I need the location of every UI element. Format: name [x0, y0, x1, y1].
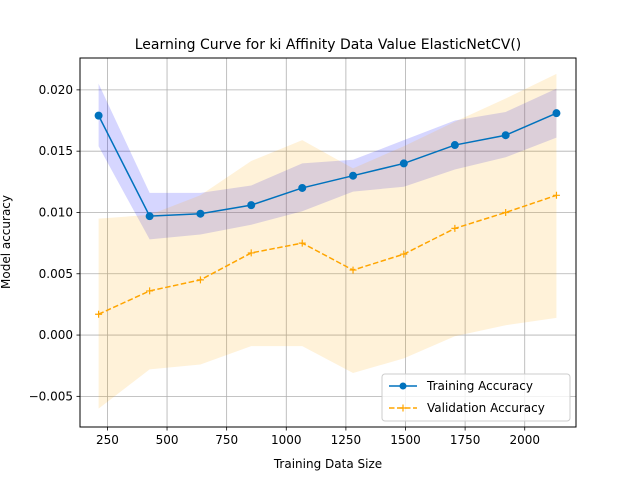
legend-label-training-accuracy: Training Accuracy	[426, 379, 533, 393]
legend-marker-validation-accuracy	[399, 404, 407, 412]
confidence-bands	[98, 73, 557, 409]
validation-accuracy-line	[98, 194, 557, 315]
x-axis-label: Training Data Size	[273, 457, 382, 471]
validation-accuracy-point	[146, 287, 154, 295]
training-accuracy-line	[97, 112, 557, 217]
y-tick-label: 0.000	[39, 328, 73, 342]
series-lines	[97, 112, 557, 315]
chart-title: Learning Curve for ki Affinity Data Valu…	[135, 37, 522, 53]
legend-marker-training-accuracy	[399, 382, 407, 390]
y-tick-label: −0.005	[29, 389, 73, 403]
legend-box	[381, 373, 571, 422]
y-tick-label: 0.010	[39, 205, 73, 219]
legend: Training Accuracy Validation Accuracy	[381, 373, 571, 422]
validation-accuracy-point	[552, 191, 560, 199]
series-markers	[94, 109, 561, 318]
validation-accuracy-point	[95, 310, 103, 318]
training-accuracy-point	[501, 131, 510, 140]
y-tick-label: 0.015	[39, 144, 73, 158]
validation-accuracy-point	[502, 208, 510, 216]
x-tick-label: 750	[215, 433, 238, 447]
x-tick-label: 250	[96, 433, 119, 447]
validation-accuracy-point	[196, 276, 204, 284]
y-tick-label: 0.020	[39, 83, 73, 97]
x-tick-label: 500	[156, 433, 179, 447]
y-tick-label: 0.005	[39, 267, 73, 281]
plot-area-frame	[79, 57, 577, 428]
training-accuracy-point	[196, 209, 205, 218]
training-accuracy-point	[145, 212, 154, 221]
x-tick-label: 1000	[271, 433, 302, 447]
legend-label-validation-accuracy: Validation Accuracy	[427, 401, 545, 415]
y-axis-ticks: −0.005 0.000 0.005 0.010 0.015 0.020	[29, 83, 80, 403]
x-tick-label: 2000	[509, 433, 540, 447]
validation-accuracy-band	[98, 73, 557, 409]
validation-accuracy-point	[247, 249, 255, 257]
training-accuracy-point	[298, 183, 307, 192]
validation-accuracy-point	[400, 250, 408, 258]
training-accuracy-point	[552, 109, 561, 118]
training-accuracy-point	[450, 141, 459, 150]
training-accuracy-point	[247, 201, 256, 210]
validation-accuracy-point	[451, 224, 459, 232]
training-accuracy-point	[399, 159, 408, 168]
grid-lines	[80, 58, 576, 427]
training-accuracy-point	[349, 171, 358, 180]
x-axis-ticks: 250 500 750 1000 1250 1500 1750 2000	[96, 427, 540, 447]
validation-accuracy-point	[349, 266, 357, 274]
x-tick-label: 1750	[450, 433, 481, 447]
x-tick-label: 1250	[331, 433, 362, 447]
training-accuracy-point	[94, 111, 103, 120]
y-axis-label: Model accuracy	[0, 195, 13, 289]
training-accuracy-band	[98, 83, 557, 240]
x-tick-label: 1500	[390, 433, 421, 447]
validation-accuracy-point	[298, 239, 306, 247]
